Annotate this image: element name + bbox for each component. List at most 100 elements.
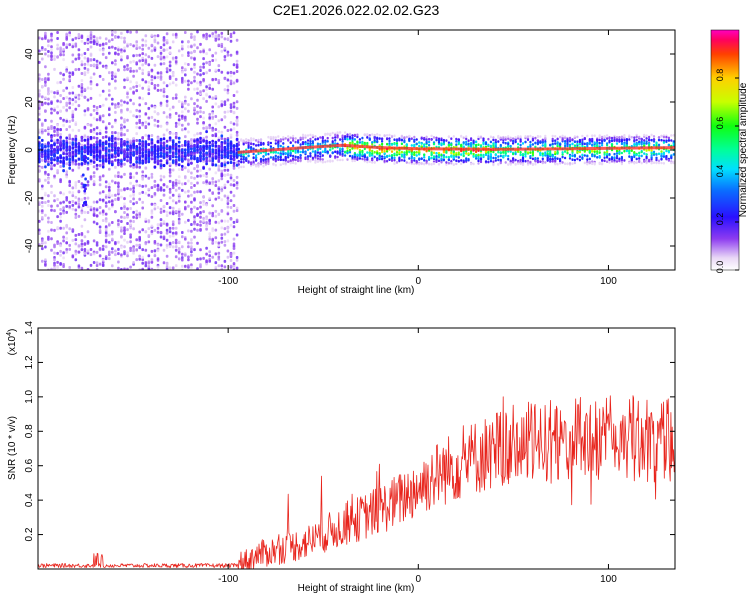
spectrogram-cell — [144, 102, 148, 106]
spectrogram-cell — [336, 131, 339, 134]
spectrogram-cell — [348, 136, 352, 140]
spectrogram-cell — [208, 116, 211, 120]
spectrogram-cell — [202, 65, 205, 69]
spectrogram-cell — [292, 144, 295, 148]
spectrogram-cell — [226, 202, 230, 205]
spectrogram-cell — [177, 199, 181, 203]
spectrogram-cell — [123, 229, 126, 233]
spectrogram-cell — [95, 200, 99, 204]
spectrogram-cell — [80, 147, 84, 151]
spectrogram-cell — [437, 153, 441, 157]
spectrogram-cell — [123, 216, 126, 220]
spectrogram-cell — [101, 120, 105, 124]
spectrogram-cell — [44, 101, 47, 105]
spectrogram-cell — [68, 125, 71, 129]
spectrogram-cell — [306, 157, 310, 161]
spectrogram-cell — [65, 86, 68, 90]
spectrogram-cell — [162, 175, 166, 179]
spectrogram-cell — [193, 167, 196, 171]
spectrogram-cell — [74, 152, 78, 156]
spectrogram-cell — [68, 247, 71, 251]
spectrogram-cell — [50, 125, 53, 128]
spectrogram-cell — [165, 67, 169, 71]
spectrogram-cell — [41, 46, 44, 50]
spectrogram-cell — [162, 94, 166, 98]
spectrogram-cell — [162, 141, 166, 145]
spectrogram-cell — [123, 252, 126, 256]
spectrogram-cell — [120, 147, 123, 151]
spectrogram-cell — [132, 85, 135, 89]
spectrogram-cell — [229, 190, 233, 194]
spectrogram-cell — [74, 252, 78, 256]
spectrogram-cell — [190, 229, 193, 233]
spectrogram-cell — [162, 193, 166, 197]
spectrogram-cell — [86, 86, 90, 90]
spectrogram-cell — [174, 226, 178, 230]
spectrogram-cell — [77, 233, 81, 236]
spectrogram-cell — [147, 265, 151, 269]
spectrogram-cell — [205, 221, 208, 225]
spectrogram-cell — [282, 138, 285, 141]
spectrogram-cell — [226, 142, 230, 146]
spectrogram-cell — [393, 138, 396, 141]
spectrogram-cell — [156, 223, 160, 227]
spectrogram-cell — [129, 69, 132, 73]
spectrogram-cell — [214, 102, 218, 106]
spectrogram-cell — [114, 52, 117, 56]
spectrogram-cell — [356, 156, 359, 160]
spectrogram-cell — [126, 187, 129, 191]
spectrogram-cell — [554, 159, 557, 163]
spectrogram-cell — [576, 140, 579, 143]
spectrogram-cell — [235, 65, 239, 69]
spectrogram-cell — [450, 160, 453, 163]
spectrogram-cell — [193, 147, 196, 150]
spectrogram-cell — [235, 175, 239, 179]
spectrogram-cell — [398, 138, 401, 141]
spectrogram-cell — [199, 227, 202, 231]
spectrogram-cell — [138, 46, 141, 50]
spectrogram-cell — [101, 190, 105, 194]
spectrogram-cell — [71, 91, 75, 95]
spectrogram-cell — [415, 142, 418, 146]
spectrogram-cell — [187, 87, 190, 91]
spectrogram-cell — [89, 37, 93, 40]
spectrogram-cell — [255, 159, 258, 162]
spectrogram-cell — [425, 160, 428, 163]
spectrogram-cell — [232, 225, 236, 229]
spectrogram-cell — [123, 226, 126, 230]
spectrogram-cell — [386, 159, 389, 163]
spectrogram-cell — [430, 156, 433, 160]
spectrogram-cell — [190, 161, 193, 165]
spectrogram-cell — [89, 263, 93, 267]
spectrogram-cell — [171, 56, 175, 60]
spectrogram-cell — [168, 211, 172, 215]
spectrogram-cell — [44, 191, 47, 195]
spectrogram-cell — [114, 62, 117, 66]
spectrogram-cell — [156, 75, 160, 79]
spectrogram-cell — [229, 32, 233, 36]
spectrogram-cell — [297, 159, 300, 163]
spectrogram-cell — [111, 61, 114, 65]
spectrogram-cell — [376, 158, 379, 162]
spectrogram-cell — [168, 245, 172, 248]
spectrogram-cell — [196, 257, 199, 261]
spectrogram-cell — [316, 157, 319, 160]
spectrogram-cell — [56, 123, 59, 127]
spectrogram-cell — [156, 119, 160, 123]
spectrogram-cell — [199, 69, 202, 72]
spectrogram-cell — [497, 155, 500, 158]
spectrogram-cell — [44, 129, 47, 133]
spectrogram-cell — [68, 184, 71, 187]
spectrogram-cell — [117, 149, 120, 153]
spectrogram-cell — [80, 83, 84, 86]
spectrogram-cell — [351, 147, 354, 150]
spectrogram-cell — [144, 264, 148, 268]
spectrogram-cell — [494, 159, 497, 162]
spectrogram-cell — [536, 135, 539, 139]
spectrogram-cell — [174, 188, 178, 192]
spectrogram-cell — [393, 134, 396, 138]
spectrogram-cell — [299, 159, 302, 162]
spectrogram-cell — [92, 213, 96, 217]
spectrogram-cell — [199, 263, 202, 267]
spectrogram-cell — [50, 184, 53, 188]
